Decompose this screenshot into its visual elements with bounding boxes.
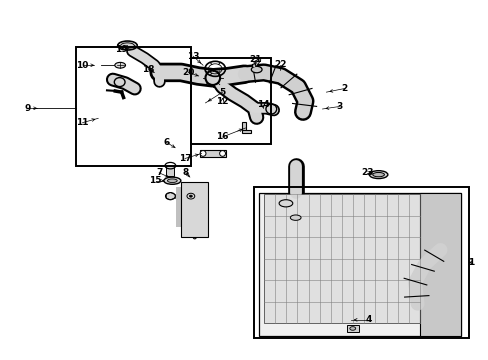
Ellipse shape: [121, 43, 134, 48]
Text: 11: 11: [76, 118, 89, 127]
Ellipse shape: [167, 179, 177, 183]
Bar: [176, 187, 207, 226]
Text: 13: 13: [187, 52, 199, 61]
Text: 19: 19: [115, 45, 128, 54]
Text: 8: 8: [183, 168, 189, 177]
Text: 21: 21: [248, 55, 261, 64]
Ellipse shape: [349, 327, 355, 330]
Text: 2: 2: [341, 84, 347, 93]
Text: 17: 17: [178, 154, 191, 163]
Text: 22: 22: [273, 60, 286, 69]
Ellipse shape: [115, 62, 125, 68]
Ellipse shape: [165, 193, 175, 200]
Text: 4: 4: [365, 315, 371, 324]
Ellipse shape: [290, 215, 301, 220]
Ellipse shape: [189, 195, 192, 197]
Bar: [181, 182, 207, 237]
Ellipse shape: [279, 200, 292, 207]
Text: 12: 12: [216, 96, 228, 105]
Ellipse shape: [163, 177, 181, 184]
Bar: [76, 47, 190, 166]
Text: 9: 9: [24, 104, 31, 113]
Text: 16: 16: [216, 132, 228, 141]
Bar: [346, 325, 358, 332]
Text: 10: 10: [76, 61, 89, 70]
Text: 14: 14: [256, 100, 269, 109]
Bar: [419, 193, 461, 336]
Text: 1: 1: [467, 258, 473, 267]
Bar: [254, 187, 468, 338]
Text: 20: 20: [182, 68, 194, 77]
Bar: [264, 194, 419, 323]
Ellipse shape: [219, 150, 225, 156]
Bar: [242, 130, 250, 134]
Bar: [242, 122, 245, 131]
Ellipse shape: [186, 193, 194, 199]
Text: 3: 3: [336, 102, 342, 111]
Ellipse shape: [200, 150, 205, 156]
Ellipse shape: [251, 66, 262, 73]
Text: 6: 6: [163, 138, 169, 147]
Text: 23: 23: [361, 168, 373, 177]
Ellipse shape: [372, 172, 384, 177]
Bar: [190, 58, 271, 144]
Text: 5: 5: [219, 87, 225, 96]
Ellipse shape: [368, 171, 387, 179]
Bar: [166, 166, 174, 176]
Text: 7: 7: [156, 168, 162, 177]
Text: 15: 15: [149, 176, 162, 185]
Text: 18: 18: [142, 65, 154, 74]
Bar: [199, 150, 226, 157]
Bar: [259, 193, 461, 336]
